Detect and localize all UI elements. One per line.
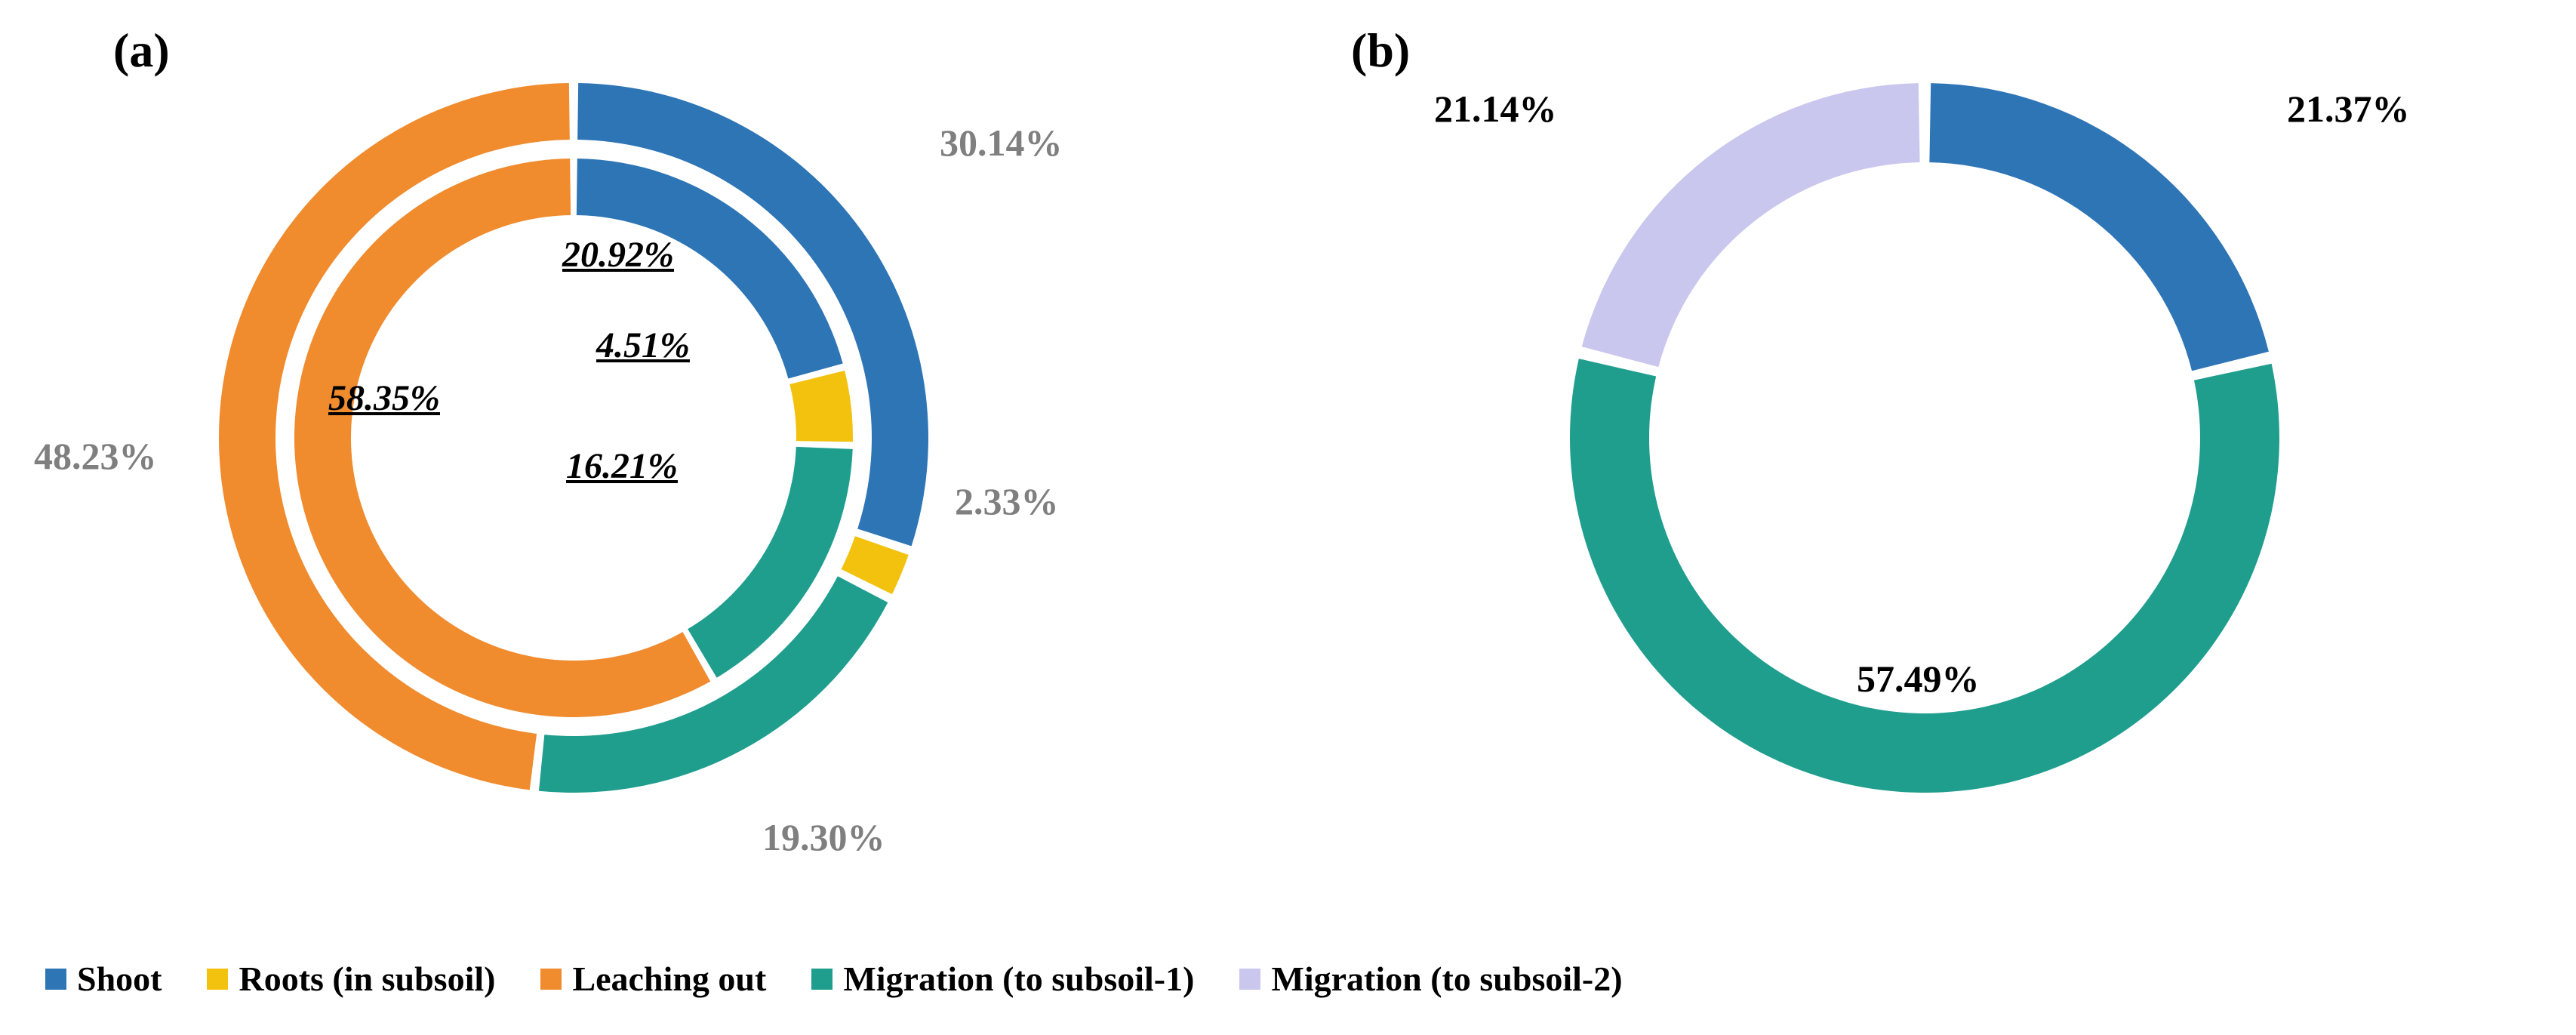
- legend-item-roots: Roots (in subsoil): [207, 959, 495, 999]
- chart-b-label-shoot: 21.37%: [2287, 87, 2410, 131]
- chart-a-inner-arc-roots: [789, 371, 853, 442]
- chart-b-arc-migration1: [1570, 359, 2279, 793]
- chart-b-arc-migration2: [1582, 83, 1920, 367]
- chart-b-label-migration2: 21.14%: [1434, 87, 1557, 131]
- legend-swatch-migration2: [1239, 969, 1260, 990]
- chart-a-inner-label-leaching: 58.35%: [328, 377, 440, 419]
- chart-b-label-migration1: 57.49%: [1857, 657, 1980, 701]
- legend-swatch-shoot: [45, 969, 66, 990]
- legend: Shoot Roots (in subsoil) Leaching out Mi…: [45, 959, 1623, 999]
- legend-label-shoot: Shoot: [77, 959, 162, 999]
- legend-label-roots: Roots (in subsoil): [239, 959, 495, 999]
- legend-item-shoot: Shoot: [45, 959, 162, 999]
- chart-a-outer-label-roots: 2.33%: [955, 479, 1059, 523]
- charts-svg: [0, 0, 2576, 1035]
- legend-swatch-leaching: [540, 969, 562, 990]
- chart-b-arc-shoot: [1929, 83, 2269, 371]
- legend-swatch-migration1: [811, 969, 833, 990]
- legend-swatch-roots: [207, 969, 228, 990]
- legend-item-migration1: Migration (to subsoil-1): [811, 959, 1194, 999]
- legend-label-migration2: Migration (to subsoil-2): [1271, 959, 1622, 999]
- legend-item-migration2: Migration (to subsoil-2): [1239, 959, 1622, 999]
- legend-label-migration1: Migration (to subsoil-1): [843, 959, 1194, 999]
- chart-a-outer-label-shoot: 30.14%: [940, 121, 1063, 165]
- chart-a-inner-label-shoot: 20.92%: [562, 234, 674, 276]
- chart-a-inner-label-roots: 4.51%: [596, 325, 690, 366]
- chart-a-inner-label-migration1: 16.21%: [566, 445, 678, 487]
- legend-item-leaching: Leaching out: [540, 959, 766, 999]
- chart-a-outer-label-migration1: 19.30%: [762, 815, 885, 859]
- legend-label-leaching: Leaching out: [572, 959, 766, 999]
- panel-b-label: (b): [1351, 23, 1410, 79]
- chart-a-outer-label-leaching: 48.23%: [34, 434, 157, 478]
- panel-a-label: (a): [113, 23, 170, 79]
